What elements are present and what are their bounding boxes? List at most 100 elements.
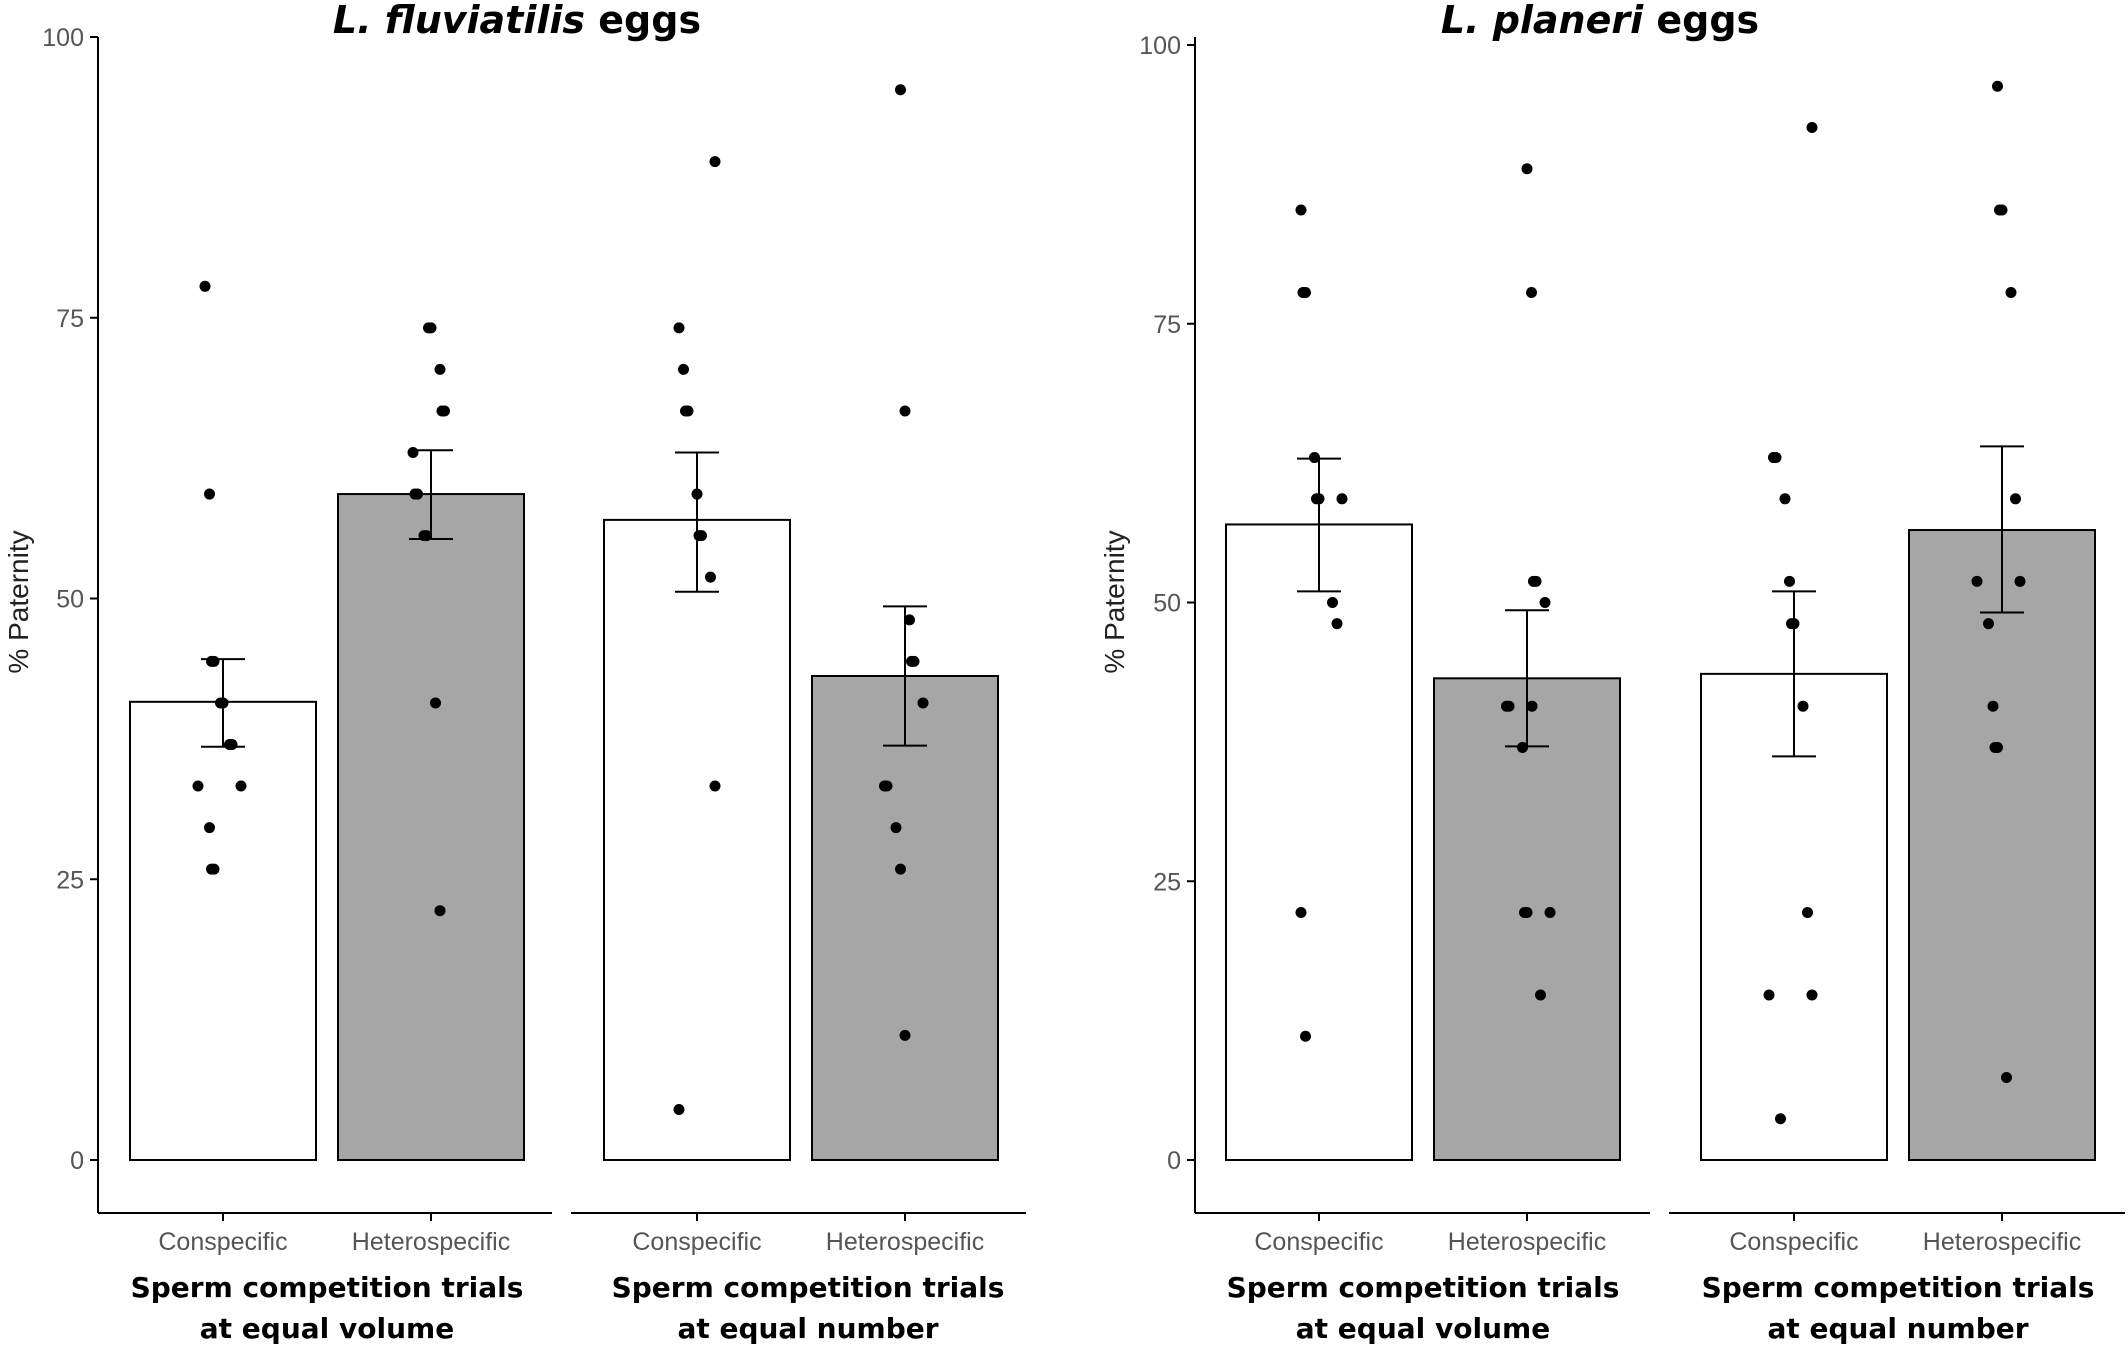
data-point [423,322,434,334]
data-point [1806,989,1818,1001]
data-point [1309,452,1320,464]
bar-conspecific [603,518,791,1161]
data-point [2010,493,2021,505]
data-point [1297,287,1309,299]
y-tick-label: 25 [56,866,84,894]
data-point [1295,204,1307,216]
data-point [1519,906,1530,918]
y-tick-label: 25 [1153,868,1181,896]
group-label-line2: at equal volume [200,1312,454,1345]
bar-conspecific [1225,523,1413,1161]
group-label-line1: Sperm competition trials [1227,1271,1620,1304]
data-point [434,905,446,917]
data-point [2005,287,2017,299]
y-tick-label: 75 [1153,311,1181,339]
data-point [904,614,915,626]
data-point [206,655,217,667]
data-point [1526,287,1537,299]
data-point [235,780,247,792]
panel-title-italic: L. planeri [1441,0,1644,42]
panel-planeri: L. planeri eggs 0 25 50 75 100 % Paternity Cons… [1099,0,2125,1345]
data-point [1763,989,1775,1001]
data-point [678,363,689,375]
group-label-line2: at equal volume [1296,1312,1550,1345]
data-point [436,405,448,417]
data-point [215,697,226,709]
category-label: Heterospecific [1448,1228,1606,1256]
panel-title: L. fluviatilis eggs [333,0,701,42]
data-point [2014,575,2026,587]
data-point [1539,597,1551,608]
data-point [204,822,215,834]
data-point [1528,575,1539,587]
data-point [1331,618,1343,630]
bar-conspecific [129,700,317,1161]
data-point [673,1103,685,1115]
data-point [1786,618,1797,630]
data-point [199,280,211,292]
y-tick-label: 50 [56,586,84,614]
data-point [906,655,917,667]
data-point [1311,493,1322,505]
data-point [693,530,705,542]
data-point [705,571,716,583]
category-label: Conspecific [1729,1228,1858,1256]
y-tick-label: 0 [1167,1147,1181,1175]
data-point [1784,575,1795,587]
data-point [1983,618,1994,630]
group-label-line1: Sperm competition trials [131,1271,524,1304]
data-point [206,863,217,875]
data-point [1295,906,1307,918]
data-point [1544,906,1556,918]
data-point [1989,741,2001,753]
data-point [224,738,235,750]
y-tick-label: 75 [56,305,84,333]
data-point [1806,122,1818,134]
data-point [691,488,703,500]
group-label-line1: Sperm competition trials [612,1271,1005,1304]
group-label-line1: Sperm competition trials [1702,1271,2095,1304]
y-axis-label: % Paternity [1099,530,1130,673]
data-point [1336,493,1348,505]
y-tick-label: 0 [70,1147,84,1175]
data-point [1535,989,1546,1001]
data-point [418,530,430,542]
data-point [1526,700,1538,712]
data-point [1992,80,2003,92]
panel-title: L. planeri eggs [1441,0,1759,42]
y-axis-label: % Paternity [3,530,34,673]
data-point [407,447,419,459]
data-point [1768,452,1779,464]
group-label-line2: at equal number [1767,1312,2028,1345]
data-point [709,156,721,168]
data-point [899,1029,911,1041]
data-point [1327,597,1338,608]
y-tick-label: 100 [1139,32,1181,60]
category-label: Heterospecific [826,1228,984,1256]
data-point [2001,1071,2012,1083]
bar-heterospecific [811,674,999,1161]
data-point [890,822,902,834]
data-point [673,322,685,334]
data-point [204,488,215,500]
data-point [1971,575,1983,587]
panel-fluviatilis: L. fluviatilis eggs 0 25 50 75 100 % Paternity… [3,0,1026,1345]
category-label: Conspecific [632,1228,761,1256]
data-point [1501,700,1512,712]
data-point [1779,493,1791,505]
data-point [1517,741,1528,753]
data-point [430,697,441,709]
data-point [1521,163,1533,175]
data-point [895,84,906,96]
data-point [409,488,421,500]
panel-title-rest: eggs [585,0,701,42]
data-point [1987,700,1999,712]
category-label: Conspecific [1254,1228,1383,1256]
y-tick-label: 50 [1153,590,1181,618]
data-point [1994,204,2005,216]
bar-heterospecific [1908,529,2096,1161]
category-label: Heterospecific [1923,1228,2081,1256]
data-point [709,780,721,792]
data-point [1802,906,1813,918]
